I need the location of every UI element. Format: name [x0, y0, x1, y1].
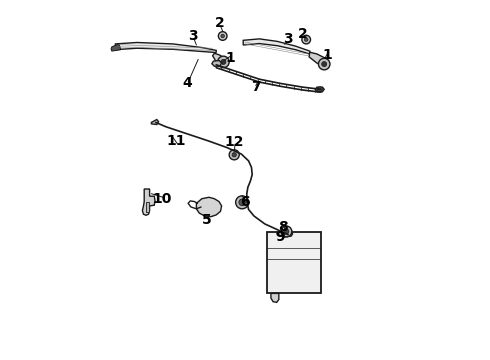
Text: 5: 5 [202, 213, 212, 227]
Circle shape [236, 196, 248, 209]
Text: 2: 2 [298, 27, 308, 41]
Circle shape [221, 59, 226, 64]
Circle shape [304, 38, 308, 41]
Circle shape [302, 35, 311, 44]
Polygon shape [196, 197, 221, 217]
Text: 3: 3 [188, 29, 197, 43]
Circle shape [321, 62, 327, 67]
Circle shape [229, 150, 239, 160]
Text: 10: 10 [152, 192, 172, 206]
Circle shape [239, 199, 245, 206]
Text: 11: 11 [167, 134, 186, 148]
Polygon shape [147, 202, 148, 212]
Polygon shape [212, 60, 221, 66]
Bar [267, 232, 320, 293]
Circle shape [218, 56, 229, 68]
Circle shape [219, 32, 227, 40]
Polygon shape [213, 53, 225, 63]
Polygon shape [143, 189, 155, 215]
Text: 1: 1 [225, 51, 235, 65]
Polygon shape [315, 87, 324, 92]
Text: 3: 3 [283, 32, 293, 46]
Polygon shape [116, 42, 216, 53]
Text: 7: 7 [251, 80, 261, 94]
Text: 2: 2 [215, 17, 225, 30]
Polygon shape [243, 39, 310, 54]
Text: 9: 9 [275, 230, 285, 244]
Polygon shape [151, 120, 159, 125]
Circle shape [284, 229, 289, 234]
Polygon shape [277, 230, 293, 237]
Text: 8: 8 [278, 220, 288, 234]
Circle shape [318, 87, 322, 92]
Polygon shape [111, 44, 121, 51]
Text: 12: 12 [224, 135, 244, 149]
Circle shape [318, 58, 330, 70]
Circle shape [221, 34, 224, 38]
Text: 1: 1 [323, 48, 333, 62]
Text: 4: 4 [182, 76, 192, 90]
Circle shape [281, 226, 292, 237]
Circle shape [232, 153, 236, 157]
Polygon shape [309, 52, 328, 66]
Polygon shape [271, 293, 279, 302]
Text: 6: 6 [240, 195, 250, 208]
